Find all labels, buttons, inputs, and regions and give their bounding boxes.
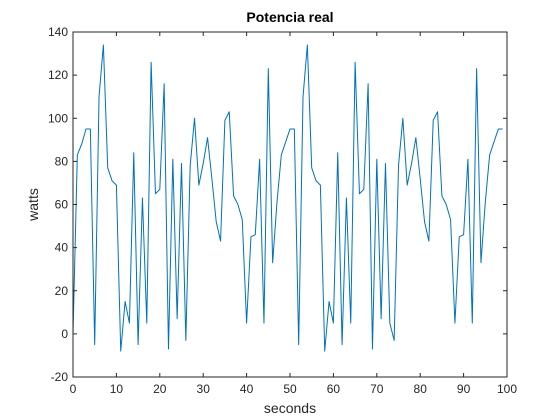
y-tick-label: 140 xyxy=(48,25,68,39)
x-tick-label: 70 xyxy=(370,382,384,396)
x-tick-label: 100 xyxy=(497,382,517,396)
y-tick-label: 80 xyxy=(55,154,69,168)
x-tick-label: 20 xyxy=(153,382,167,396)
x-tick-label: 60 xyxy=(327,382,341,396)
x-axis-label: seconds xyxy=(264,400,316,416)
axes-layer: 0 10 20 30 40 50 60 70 80 90 100-20020406080100120… xyxy=(48,25,517,396)
y-tick-label: 20 xyxy=(55,284,69,298)
y-tick-label: 120 xyxy=(48,68,68,82)
plot-area xyxy=(73,32,507,377)
x-tick-label: 40 xyxy=(240,382,254,396)
x-tick-label: 30 xyxy=(197,382,211,396)
y-tick-label: 0 xyxy=(61,327,68,341)
x-tick-label: 80 xyxy=(414,382,428,396)
y-tick-label: 60 xyxy=(55,198,69,212)
x-tick-label: 0 xyxy=(70,382,77,396)
y-axis-label: watts xyxy=(25,188,41,222)
series-line-watts xyxy=(72,44,503,352)
y-tick-label: -20 xyxy=(51,370,69,384)
y-tick-label: 40 xyxy=(55,241,69,255)
x-tick-label: 10 xyxy=(110,382,124,396)
x-tick-label: 90 xyxy=(457,382,471,396)
series-layer xyxy=(72,44,503,352)
chart-title: Potencia real xyxy=(246,9,333,25)
x-tick-label: 50 xyxy=(283,382,297,396)
y-tick-label: 100 xyxy=(48,111,68,125)
